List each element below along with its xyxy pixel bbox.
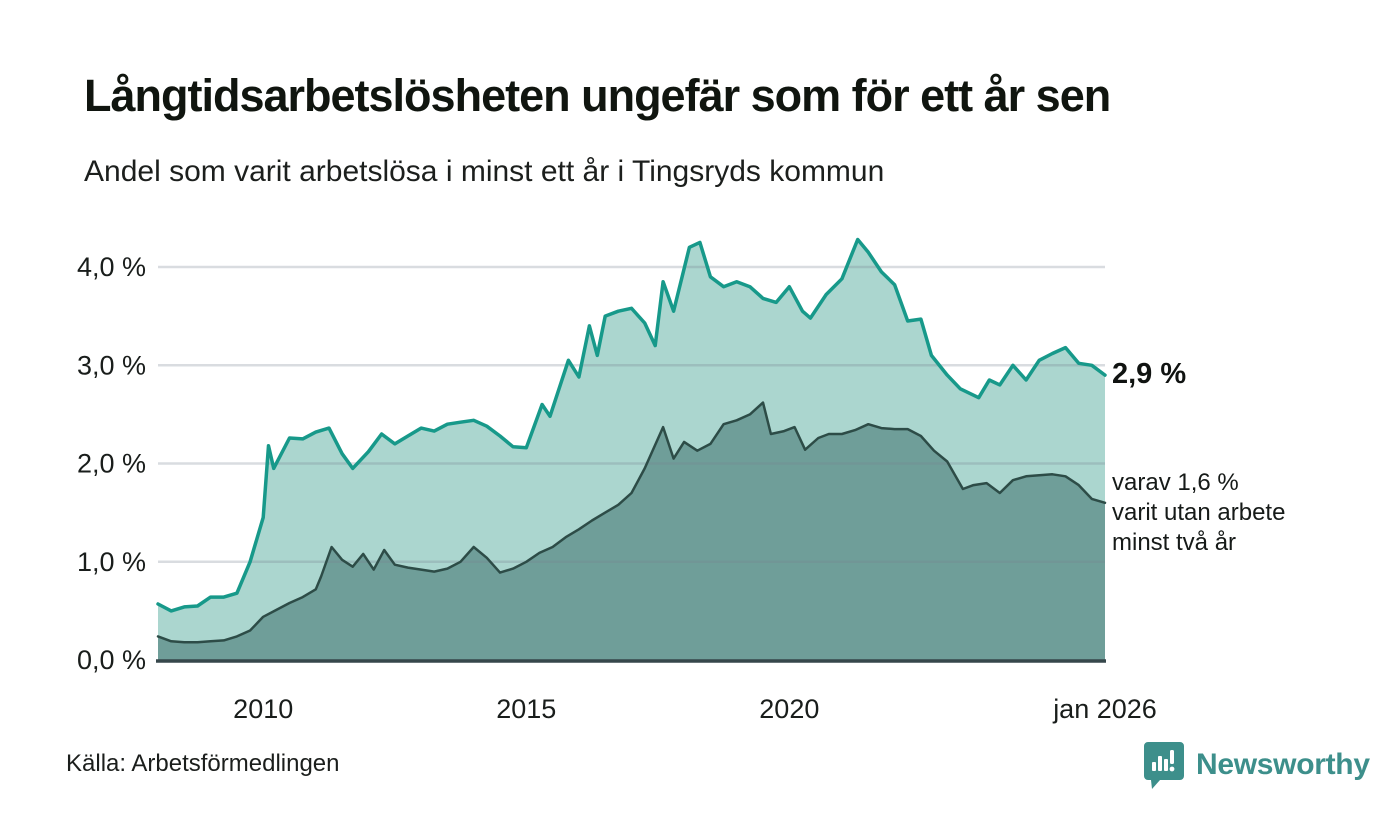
brand-name: Newsworthy [1196, 748, 1370, 781]
x-tick-label-2010: 2010 [233, 694, 293, 724]
x-tick-label-2020: 2020 [759, 694, 819, 724]
annotation-line-2: varit utan arbete [1112, 499, 1286, 526]
y-tick-label-2: 2,0 % [77, 449, 146, 479]
page-subtitle: Andel som varit arbetslösa i minst ett å… [84, 155, 885, 188]
annotation-line-1: varav 1,6 % [1112, 469, 1239, 496]
y-tick-label-0: 0,0 % [77, 645, 146, 675]
source-credit: Källa: Arbetsförmedlingen [66, 750, 340, 777]
page-title: Långtidsarbetslösheten ungefär som för e… [84, 70, 1111, 121]
x-tick-label-2015: 2015 [496, 694, 556, 724]
secondary-series-annotation: varav 1,6 % varit utan arbete minst två … [1112, 468, 1285, 558]
series-line-1 [156, 401, 1107, 644]
newsworthy-logo-icon [1144, 742, 1184, 789]
y-tick-label-1: 1,0 % [77, 547, 146, 577]
x-tick-label-jan-2026: jan 2026 [1052, 694, 1157, 724]
brand-lockup: Newsworthy [1142, 740, 1370, 790]
y-tick-label-3: 3,0 % [77, 350, 146, 380]
series-line-0 [156, 237, 1107, 613]
latest-value-label: 2,9 % [1112, 358, 1187, 390]
area-fill-series-1 [158, 402, 1105, 660]
annotation-line-3: minst två år [1112, 529, 1237, 556]
y-tick-label-4: 4,0 % [77, 252, 146, 282]
